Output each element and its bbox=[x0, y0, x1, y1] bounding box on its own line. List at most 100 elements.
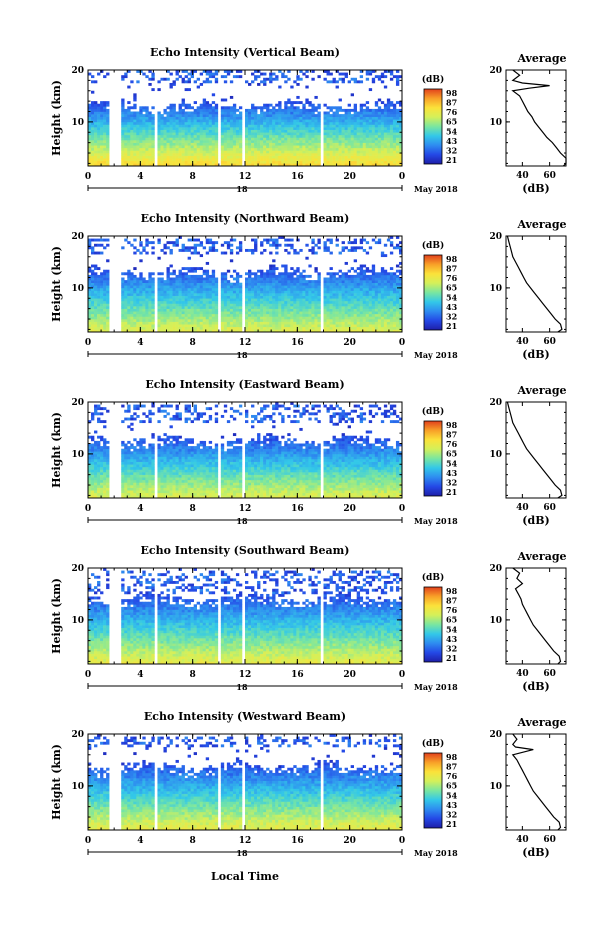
heatmap-cell bbox=[278, 280, 282, 283]
heatmap-cell bbox=[356, 147, 361, 151]
heatmap-cell bbox=[353, 306, 358, 309]
heatmap-cell bbox=[317, 319, 321, 322]
heatmap-cell bbox=[293, 319, 297, 322]
heatmap-cell bbox=[133, 293, 137, 296]
heatmap-cell bbox=[323, 111, 327, 115]
heatmap-cell bbox=[314, 251, 318, 255]
heatmap-cell bbox=[130, 319, 134, 322]
heatmap-cell bbox=[103, 319, 107, 322]
heatmap-cell bbox=[245, 282, 249, 286]
heatmap-cell bbox=[329, 134, 333, 138]
heatmap-cell bbox=[272, 285, 276, 289]
heatmap-cell bbox=[238, 274, 243, 278]
heatmap-cell bbox=[260, 153, 264, 156]
heatmap-cell bbox=[202, 316, 207, 320]
heatmap-cell bbox=[226, 145, 231, 149]
heatmap-cell bbox=[395, 308, 400, 312]
heatmap-cell bbox=[169, 321, 173, 325]
heatmap-cell bbox=[139, 316, 143, 320]
heatmap-cell bbox=[287, 306, 291, 309]
heatmap-cell bbox=[97, 114, 101, 117]
heatmap-cell bbox=[254, 238, 258, 242]
heatmap-cell bbox=[344, 324, 348, 328]
heatmap-cell bbox=[238, 124, 243, 128]
heatmap-cell bbox=[238, 285, 243, 289]
heatmap-cell bbox=[368, 277, 373, 281]
heatmap-cell bbox=[199, 72, 204, 76]
heatmap-cell bbox=[323, 153, 327, 156]
heatmap-cell bbox=[127, 282, 131, 286]
heatmap-cell bbox=[353, 246, 358, 250]
heatmap-cell bbox=[166, 158, 170, 162]
heatmap-cell bbox=[344, 108, 348, 112]
heatmap-cell bbox=[338, 295, 342, 299]
heatmap-cell bbox=[202, 308, 207, 312]
heatmap-cell bbox=[248, 306, 252, 309]
colorbar-tick-label: 43 bbox=[446, 136, 458, 146]
heatmap-cell bbox=[326, 326, 330, 330]
heatmap-cell bbox=[263, 313, 267, 317]
heatmap-cell bbox=[190, 269, 194, 273]
heatmap-cell bbox=[335, 85, 339, 89]
heatmap-cell bbox=[127, 308, 131, 312]
heatmap-cell bbox=[389, 274, 394, 278]
heatmap-cell bbox=[251, 80, 255, 84]
heatmap-cell bbox=[257, 313, 261, 317]
heatmap-cell bbox=[100, 153, 104, 156]
heatmap-cell bbox=[160, 308, 164, 312]
heatmap-cell bbox=[305, 121, 309, 125]
heatmap-cell bbox=[151, 300, 155, 304]
heatmap-cell bbox=[281, 277, 285, 281]
heatmap-cell bbox=[329, 274, 333, 278]
heatmap-cell bbox=[151, 116, 155, 120]
heatmap-cell bbox=[272, 280, 276, 283]
heatmap-cell bbox=[94, 111, 98, 115]
heatmap-cell bbox=[184, 132, 188, 136]
heatmap-cell bbox=[124, 282, 128, 286]
heatmap-cell bbox=[193, 303, 197, 307]
heatmap-cell bbox=[314, 106, 318, 110]
heatmap-cell bbox=[91, 147, 95, 151]
heatmap-cell bbox=[323, 163, 327, 167]
heatmap-cell bbox=[145, 163, 149, 167]
heatmap-cell bbox=[338, 114, 342, 117]
heatmap-cell bbox=[160, 145, 164, 149]
heatmap-cell bbox=[290, 127, 294, 130]
heatmap-cell bbox=[136, 129, 140, 133]
heatmap-cell bbox=[178, 248, 182, 252]
heatmap-cell bbox=[359, 329, 364, 333]
heatmap-cell bbox=[371, 114, 376, 117]
heatmap-cell bbox=[380, 311, 385, 315]
heatmap-cell bbox=[359, 272, 364, 276]
heatmap-cell bbox=[299, 119, 303, 123]
heatmap-cell bbox=[380, 277, 385, 281]
heatmap-cell bbox=[383, 254, 388, 258]
heatmap-cell bbox=[362, 129, 367, 133]
heatmap-cell bbox=[94, 287, 98, 291]
heatmap-cell bbox=[190, 106, 194, 110]
heatmap-cell bbox=[371, 134, 376, 138]
heatmap-cell bbox=[269, 290, 273, 294]
heatmap-cell bbox=[311, 238, 315, 242]
heatmap-cell bbox=[193, 311, 197, 315]
heatmap-cell bbox=[94, 150, 98, 154]
heatmap-cell bbox=[88, 295, 92, 299]
heatmap-cell bbox=[157, 329, 161, 333]
heatmap-cell bbox=[223, 316, 228, 320]
heatmap-cell bbox=[281, 140, 285, 143]
heatmap-cell bbox=[130, 274, 134, 278]
heatmap-cell bbox=[350, 319, 354, 322]
heatmap-cell bbox=[175, 147, 179, 151]
heatmap-cell bbox=[190, 158, 194, 162]
heatmap-cell bbox=[350, 246, 354, 250]
heatmap-cell bbox=[245, 124, 249, 128]
heatmap-cell bbox=[293, 108, 297, 112]
heatmap-cell bbox=[383, 319, 388, 322]
heatmap-cell bbox=[251, 272, 255, 276]
heatmap-cell bbox=[254, 153, 258, 156]
heatmap-cell bbox=[232, 124, 237, 128]
heatmap-cell bbox=[374, 150, 379, 154]
heatmap-cell bbox=[281, 150, 285, 154]
heatmap-cell bbox=[371, 80, 376, 84]
heatmap-cell bbox=[199, 303, 204, 307]
